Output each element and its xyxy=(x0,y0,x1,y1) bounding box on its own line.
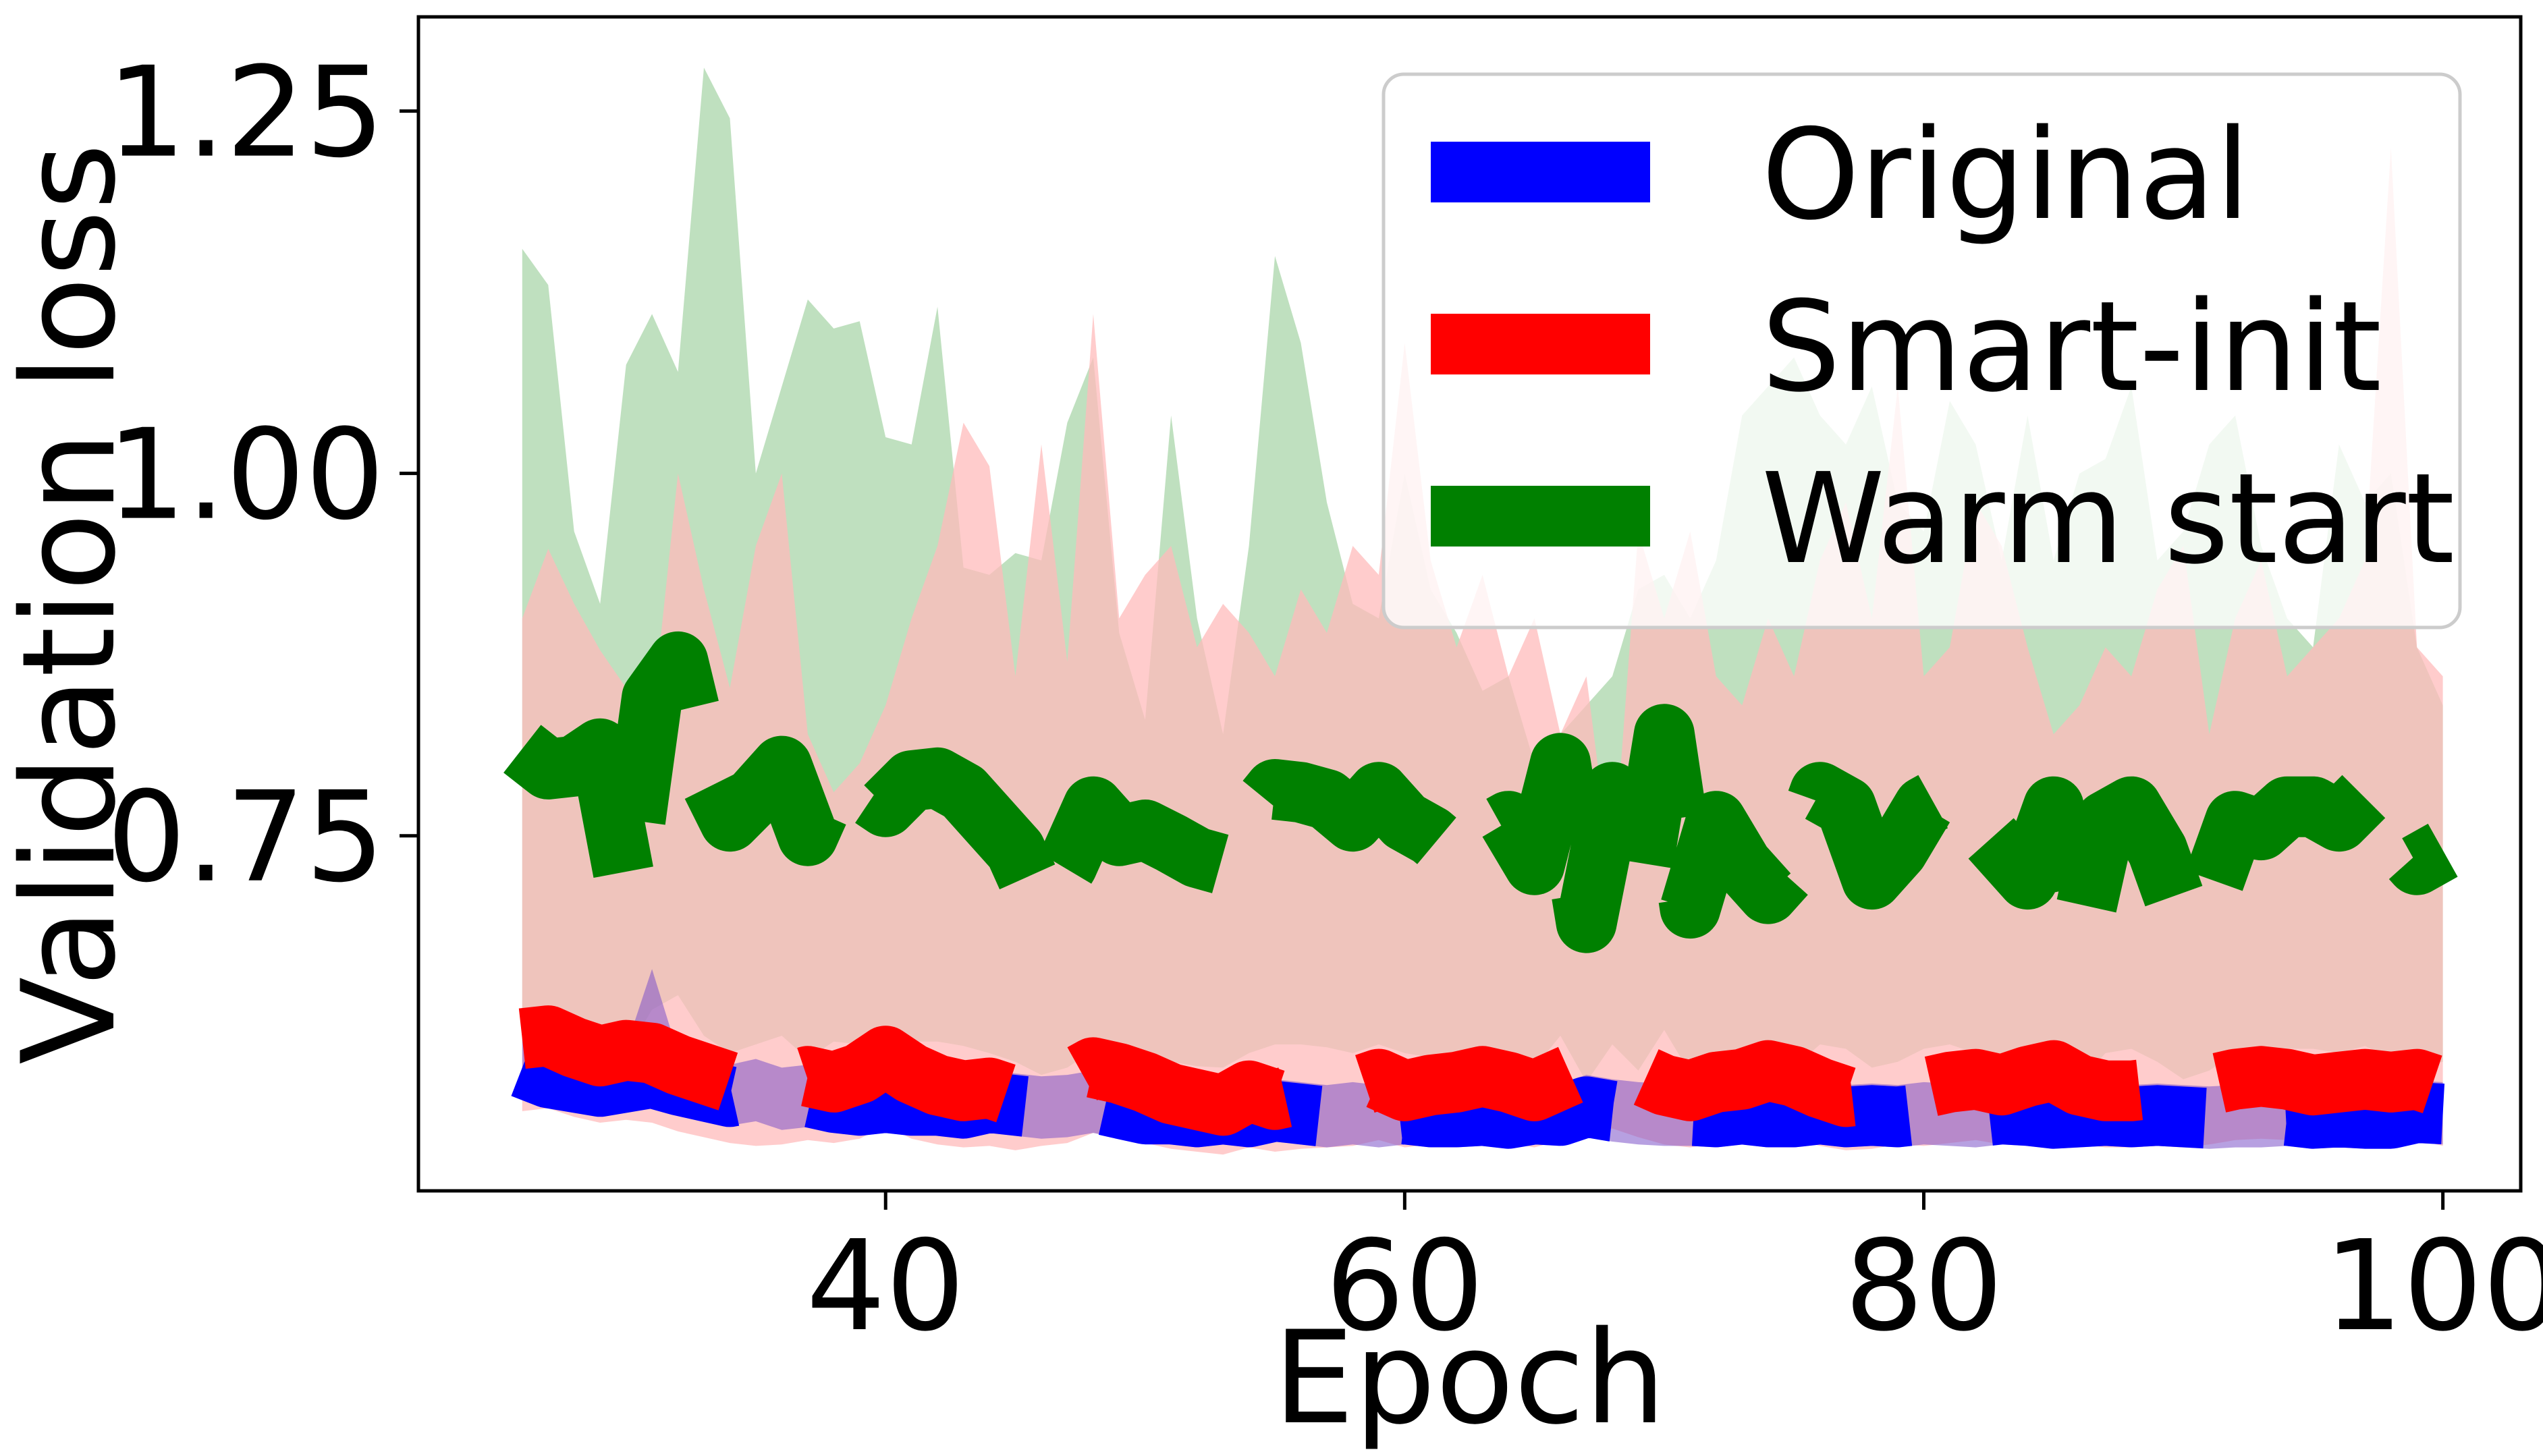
legend-label: Original xyxy=(1761,102,2250,248)
x-tick-label: 80 xyxy=(1844,1213,2003,1359)
x-tick-label: 40 xyxy=(806,1213,965,1359)
x-tick-label: 100 xyxy=(2324,1213,2543,1359)
x-axis-label: Epoch xyxy=(1274,1304,1666,1453)
plot-frame xyxy=(416,15,2523,1193)
series-lines xyxy=(503,631,2458,1149)
y-tick-label: 1.25 xyxy=(107,40,385,186)
legend-box xyxy=(1382,72,2462,629)
line-warm-start xyxy=(503,631,2458,968)
line-smart-init xyxy=(518,1005,2453,1136)
x-tick-label: 60 xyxy=(1325,1213,1484,1359)
y-axis-label: Validation loss xyxy=(0,143,144,1065)
y-tick-label: 1.00 xyxy=(107,402,385,548)
x-axis-ticks: 40 60 80 100 xyxy=(806,1191,2543,1359)
y-axis-ticks: 0.75 1.00 1.25 xyxy=(107,40,418,910)
legend-label: Smart-init xyxy=(1761,274,2382,420)
y-tick-label: 0.75 xyxy=(107,764,385,910)
band-smart-init xyxy=(522,147,2443,1155)
legend: Original Smart-init Warm start xyxy=(1382,72,2462,629)
legend-label: Warm start xyxy=(1761,446,2455,592)
